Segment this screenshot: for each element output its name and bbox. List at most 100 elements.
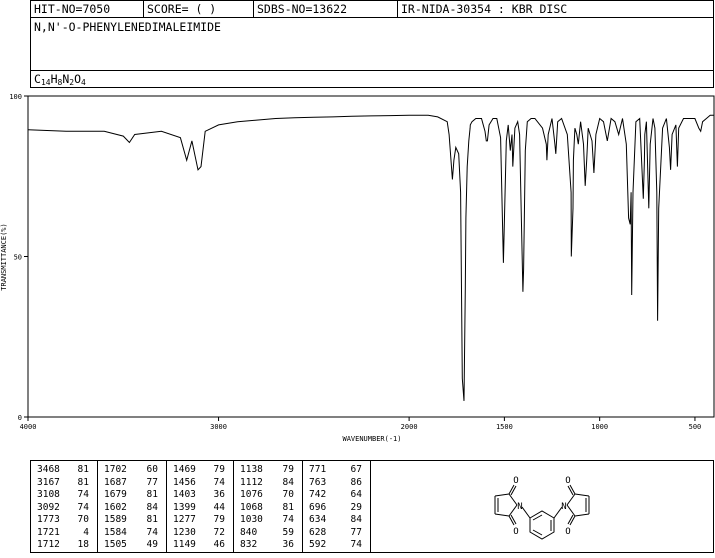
peak-wavenumber: 1687	[104, 476, 127, 488]
double-bond	[532, 529, 543, 536]
peak-table-row: 1277 79	[167, 514, 233, 526]
ring-bond	[508, 493, 518, 506]
c-n-bond	[521, 506, 531, 519]
ring-bond	[574, 513, 590, 517]
hit-number: HIT-NO=7050	[34, 2, 111, 16]
formula-element: H	[50, 72, 58, 86]
peak-table-row: 1702 60	[98, 464, 166, 476]
carbonyl-bond	[510, 514, 517, 525]
peak-wavenumber: 1030	[240, 514, 263, 525]
peak-wavenumber: 742	[309, 489, 327, 500]
ring-bond	[494, 493, 510, 497]
peak-wavenumber: 832	[240, 539, 258, 550]
peak-transmittance: 18	[77, 539, 89, 550]
atom-label: N	[561, 502, 566, 512]
peak-table-row: 1687 77	[98, 477, 166, 489]
molecular-formula: C14H8N2O4	[34, 72, 86, 90]
x-tick-label: 2000	[401, 423, 418, 431]
formula-row: C14H8N2O4	[31, 70, 713, 88]
peak-table-row: 1076 70	[234, 489, 302, 501]
peak-transmittance: 79	[282, 464, 294, 475]
peak-transmittance: 81	[77, 464, 89, 475]
peak-table-row: 1505 49	[98, 539, 166, 551]
c-n-bond	[553, 506, 563, 519]
carbonyl-bond	[567, 514, 574, 525]
peak-table-row: 1112 84	[234, 477, 302, 489]
formula-count: 2	[69, 78, 75, 87]
atom-label: N	[517, 502, 522, 512]
carbonyl-bond	[569, 515, 576, 526]
ring-bond	[508, 504, 518, 517]
peak-wavenumber: 771	[309, 464, 327, 475]
ring-bond	[494, 513, 510, 517]
formula-element: C	[34, 72, 41, 86]
x-tick-label: 1500	[496, 423, 513, 431]
peak-table-row: 3108 74	[31, 489, 97, 501]
y-tick-label: 0	[18, 414, 22, 422]
spectrum-source: IR-NIDA-30354 : KBR DISC	[401, 2, 568, 16]
peak-wavenumber: 763	[309, 476, 327, 488]
peak-wavenumber: 1712	[37, 539, 60, 550]
structure-panel: O N O O N O	[371, 460, 714, 553]
peak-transmittance: 74	[146, 526, 158, 538]
peak-transmittance: 86	[350, 476, 362, 488]
peak-transmittance: 81	[146, 489, 158, 500]
peak-table-row: 1469 79	[167, 464, 233, 476]
peak-transmittance: 36	[213, 489, 225, 500]
peak-transmittance: 79	[213, 464, 225, 475]
peak-table-row: 1773 70	[31, 514, 97, 526]
spectrum-header: HIT-NO=7050 SCORE= ( ) SDBS-NO=13622 IR-…	[30, 0, 714, 88]
peak-transmittance: 77	[350, 526, 362, 538]
peak-wavenumber: 628	[309, 526, 327, 538]
peak-table-row: 1230 72	[167, 527, 233, 539]
benzene-ring	[529, 510, 555, 540]
peak-transmittance: 59	[282, 526, 294, 538]
peak-transmittance: 49	[146, 539, 158, 550]
peak-transmittance: 81	[146, 514, 158, 525]
atom-label: O	[513, 527, 518, 537]
peak-wavenumber: 3092	[37, 501, 60, 513]
peak-wavenumber: 1456	[173, 476, 196, 488]
peak-wavenumber: 1773	[37, 514, 60, 525]
peak-wavenumber: 592	[309, 539, 327, 550]
peak-wavenumber: 1138	[240, 464, 263, 475]
peak-table-row: 1721 4	[31, 527, 97, 539]
structure-bonds	[494, 484, 590, 540]
peak-table-column: 1469 79 1456 74 1403 36 1399 44 1277 79 1230 72 1149…	[167, 461, 234, 552]
peak-wavenumber: 3468	[37, 464, 60, 475]
peak-table-row: 1068 81	[234, 502, 302, 514]
compound-name: N,N'-O-PHENYLENEDIMALEIMIDE	[34, 20, 221, 34]
atom-label: O	[565, 527, 570, 537]
y-tick-label: 50	[14, 254, 22, 262]
formula-count: 4	[81, 78, 86, 87]
peak-table-row: 628 77	[303, 527, 370, 539]
y-axis-ticks: 100 50 0	[9, 93, 28, 422]
peak-table-row: 840 59	[234, 527, 302, 539]
formula-count: 14	[40, 78, 51, 87]
x-tick-label: 1000	[591, 423, 608, 431]
peak-transmittance: 70	[282, 489, 294, 500]
peak-wavenumber: 696	[309, 501, 327, 513]
peak-wavenumber: 1721	[37, 526, 60, 538]
molecular-structure: O N O O N O	[494, 476, 590, 540]
x-axis-label: WAVENUMBER(-1)	[342, 435, 401, 443]
ring-bond	[566, 504, 576, 517]
formula-element: N	[62, 72, 70, 86]
peak-transmittance: 79	[213, 514, 225, 525]
peak-transmittance: 74	[213, 476, 225, 488]
peak-table-row: 763 86	[303, 477, 370, 489]
peak-wavenumber: 1584	[104, 526, 127, 538]
peak-wavenumber: 1505	[104, 539, 127, 550]
header-divider	[143, 1, 144, 17]
peak-wavenumber: 1230	[173, 526, 196, 538]
atom-label: O	[513, 476, 518, 486]
peak-wavenumber: 1469	[173, 464, 196, 475]
peak-transmittance: 67	[350, 464, 362, 475]
peak-transmittance: 70	[77, 514, 89, 525]
peak-table-row: 3167 81	[31, 477, 97, 489]
peak-wavenumber: 1068	[240, 501, 263, 513]
carbonyl-bond	[569, 484, 576, 495]
peak-table-column: 1138 79 1112 84 1076 70 1068 81 1030 74 840 59 832 36	[234, 461, 303, 552]
peak-wavenumber: 840	[240, 526, 258, 538]
peak-transmittance: 44	[213, 501, 225, 513]
